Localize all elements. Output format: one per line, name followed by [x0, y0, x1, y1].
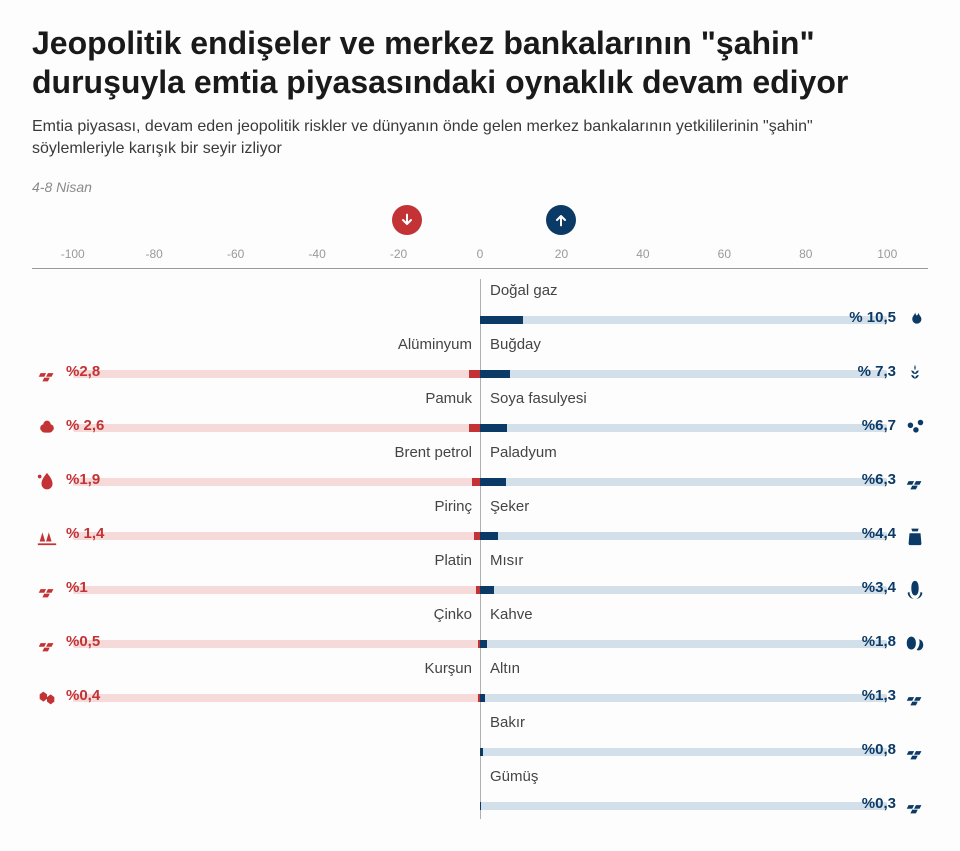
positive-row: %0,3: [32, 792, 928, 819]
negative-label: Platin: [434, 552, 472, 569]
negative-value: % 2,6: [66, 417, 104, 434]
axis-tick: 0: [477, 247, 484, 261]
date-range: 4-8 Nisan: [32, 179, 928, 195]
negative-row: %2,8: [32, 360, 928, 387]
axis-tick: 80: [799, 247, 812, 261]
negative-label: Pirinç: [434, 498, 472, 515]
negative-row: % 1,4: [32, 522, 928, 549]
positive-bar: [480, 316, 523, 324]
arrow-up-icon: [546, 205, 576, 235]
negative-row: %0,5: [32, 630, 928, 657]
axis-tick: 100: [877, 247, 897, 261]
negative-bar: [474, 532, 480, 540]
negative-row: %0,4: [32, 684, 928, 711]
axis-tick: 20: [555, 247, 568, 261]
negative-bar: [476, 586, 480, 594]
positive-value: %0,8: [862, 741, 896, 758]
metal-bars-icon: [36, 633, 58, 655]
axis: -100 -80 -60 -40 -20 0 20 40 60 80 100: [32, 247, 928, 269]
negative-bar: [469, 370, 480, 378]
chart-body: Doğal gaz% 10,5Buğday% 7,3Soya fasulyesi…: [32, 279, 928, 819]
negative-label: Kurşun: [424, 660, 472, 677]
metal-blocks-icon: [36, 687, 58, 709]
metal-bars-icon: [904, 795, 926, 817]
axis-tick: 60: [718, 247, 731, 261]
positive-label: Doğal gaz: [490, 282, 558, 299]
negative-value: %0,4: [66, 687, 100, 704]
arrow-down-icon: [392, 205, 422, 235]
negative-label: Çinko: [434, 606, 472, 623]
axis-tick: -100: [61, 247, 85, 261]
negative-row: %1,9: [32, 468, 928, 495]
negative-bar: [478, 640, 480, 648]
negative-label: Pamuk: [425, 390, 472, 407]
axis-tick: 40: [636, 247, 649, 261]
negative-value: %2,8: [66, 363, 100, 380]
positive-label: Gümüş: [490, 768, 538, 785]
negative-row: %1: [32, 576, 928, 603]
axis-tick: -40: [308, 247, 325, 261]
metal-bars-icon: [36, 579, 58, 601]
positive-row: % 10,5: [32, 306, 928, 333]
negative-bar: [469, 424, 480, 432]
chart-title: Jeopolitik endişeler ve merkez bankaları…: [32, 24, 928, 102]
oil-drop-icon: [36, 471, 58, 493]
grain-icon: [36, 525, 58, 547]
negative-value: %1: [66, 579, 88, 596]
negative-value: %1,9: [66, 471, 100, 488]
positive-bar: [480, 802, 481, 810]
positive-value: % 10,5: [849, 309, 896, 326]
negative-value: %0,5: [66, 633, 100, 650]
flame-icon: [904, 309, 926, 331]
positive-label: Bakır: [490, 714, 525, 731]
negative-label: Brent petrol: [394, 444, 472, 461]
arrow-row: [32, 205, 928, 241]
positive-bar: [480, 748, 483, 756]
negative-row: % 2,6: [32, 414, 928, 441]
negative-bar: [478, 694, 480, 702]
chart-subtitle: Emtia piyasası, devam eden jeopolitik ri…: [32, 116, 852, 161]
cotton-icon: [36, 417, 58, 439]
positive-row: %0,8: [32, 738, 928, 765]
axis-tick: -60: [227, 247, 244, 261]
negative-bar: [472, 478, 480, 486]
negative-label: Alüminyum: [398, 336, 472, 353]
axis-tick: -20: [390, 247, 407, 261]
metal-bars-icon: [36, 363, 58, 385]
metal-bars-icon: [904, 741, 926, 763]
positive-value: %0,3: [862, 795, 896, 812]
negative-value: % 1,4: [66, 525, 104, 542]
axis-tick: -80: [146, 247, 163, 261]
